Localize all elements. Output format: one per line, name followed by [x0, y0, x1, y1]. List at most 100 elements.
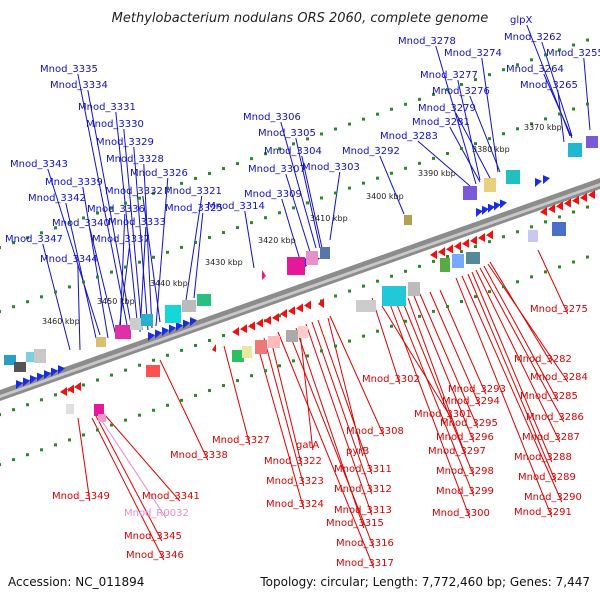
forward-gene-label: Mnod_3314	[207, 201, 265, 212]
reverse-gene-arrow	[572, 195, 579, 205]
forward-gene-label: Mnod_3331	[78, 102, 136, 113]
tick-dot	[348, 339, 351, 343]
reverse-gene-arrow	[240, 324, 247, 334]
tick-dot	[376, 329, 379, 333]
tick-dot	[544, 53, 547, 57]
genome-backbone	[0, 178, 600, 401]
tick-label: 3420 kbp	[258, 236, 296, 245]
rna-feature	[262, 270, 266, 280]
label-connector	[435, 45, 477, 185]
label-connector	[481, 57, 499, 173]
tick-dot	[362, 181, 365, 185]
tick-dot	[586, 205, 589, 209]
label-connector	[429, 291, 481, 407]
tick-dot	[12, 305, 15, 309]
reverse-gene-label: Mnod_3312	[334, 484, 392, 495]
label-connector	[77, 263, 81, 351]
tick-label: 3440 kbp	[150, 279, 188, 288]
label-connector	[263, 337, 305, 487]
reverse-gene-arrow	[438, 247, 445, 257]
label-connector	[287, 329, 375, 549]
tick-dot	[334, 294, 337, 298]
gene-block	[255, 340, 267, 354]
tick-dot	[474, 295, 477, 299]
tick-dot	[54, 393, 57, 397]
label-connector	[371, 297, 401, 385]
gene-block	[320, 247, 330, 259]
label-connector-lines	[42, 24, 591, 569]
accession-text: Accession: NC_011894	[8, 575, 144, 589]
reverse-gene-label: pyrB	[346, 446, 369, 457]
tick-dot	[474, 245, 477, 249]
tick-dot	[194, 240, 197, 244]
reverse-gene-label: Mnod_3308	[346, 426, 404, 437]
reverse-gene-arrow	[60, 387, 67, 396]
tick-dot	[502, 285, 505, 289]
gene-block	[26, 352, 36, 362]
reverse-gene-label: Mnod_3316	[336, 538, 394, 549]
tick-dot	[530, 122, 533, 126]
label-connector	[455, 112, 491, 179]
reverse-gene-label: Mnod_3345	[124, 531, 182, 542]
gene-block	[528, 230, 538, 242]
tick-dot	[194, 393, 197, 397]
forward-gene-label: Mnod_3278	[398, 36, 456, 47]
label-connector	[185, 195, 203, 301]
forward-gene-arrow	[162, 327, 169, 337]
tick-dot	[82, 433, 85, 437]
forward-gene-label: Mnod_3326	[130, 168, 188, 179]
forward-gene-label: Mnod_3339	[45, 177, 103, 188]
forward-gene-label: Mnod_3274	[444, 48, 502, 59]
forward-gene-arrow	[30, 375, 37, 385]
label-connector	[417, 140, 471, 187]
tick-dot	[0, 246, 1, 250]
tick-dot	[320, 132, 323, 136]
reverse-gene-arrow	[430, 250, 437, 259]
forward-gene-arrow	[543, 175, 550, 185]
gene-block	[298, 326, 308, 338]
label-connector	[301, 155, 323, 249]
label-connector	[381, 305, 453, 420]
label-connector	[139, 226, 147, 333]
forward-gene-arrow	[169, 324, 176, 334]
gene-block	[356, 300, 376, 312]
label-connector	[47, 168, 101, 336]
forward-gene-arrow	[494, 201, 501, 211]
label-connector	[143, 163, 153, 329]
tick-dot	[544, 270, 547, 274]
forward-gene-arrow	[190, 317, 197, 327]
gene-block	[165, 305, 181, 323]
reverse-gene-label: Mnod_3293	[448, 384, 506, 395]
tick-dot	[348, 122, 351, 126]
gene-block	[197, 294, 211, 306]
reverse-gene-arrow	[454, 241, 461, 251]
reverse-gene-label: Mnod_3297	[428, 446, 486, 457]
tick-dot	[320, 196, 323, 200]
tick-dot	[446, 87, 449, 91]
reverse-gene-label: Mnod_3298	[436, 466, 494, 477]
reverse-gene-label: Mnod_3289	[518, 472, 576, 483]
tick-dot	[320, 349, 323, 353]
reverse-gene-label: Mnod_3324	[266, 499, 324, 510]
label-connector	[269, 335, 303, 467]
tick-label: 3390 kbp	[418, 169, 456, 178]
tick-dot	[54, 226, 57, 230]
tick-dot	[278, 364, 281, 368]
tick-dot	[376, 112, 379, 116]
reverse-gene-arrow	[556, 201, 563, 211]
tick-dot	[418, 161, 421, 165]
reverse-gene-label: Mnod_3317	[336, 558, 394, 569]
forward-gene-label: Mnod_3328	[106, 154, 164, 165]
label-connector	[133, 146, 149, 331]
forward-gene-label: Mnod_3277	[420, 70, 478, 81]
tick-dot	[40, 231, 43, 235]
forward-gene-label: Mnod_3335	[40, 64, 98, 75]
forward-gene-label: Mnod_3304	[264, 146, 322, 157]
tick-dot	[138, 260, 141, 264]
map-title: Methylobacterium nodulans ORS 2060, comp…	[112, 11, 489, 26]
reverse-gene-arrow	[256, 318, 263, 328]
tick-dot	[40, 398, 43, 402]
forward-gene-label: Mnod_3303	[302, 162, 360, 173]
label-connector	[487, 263, 569, 383]
gene-block	[440, 258, 450, 272]
